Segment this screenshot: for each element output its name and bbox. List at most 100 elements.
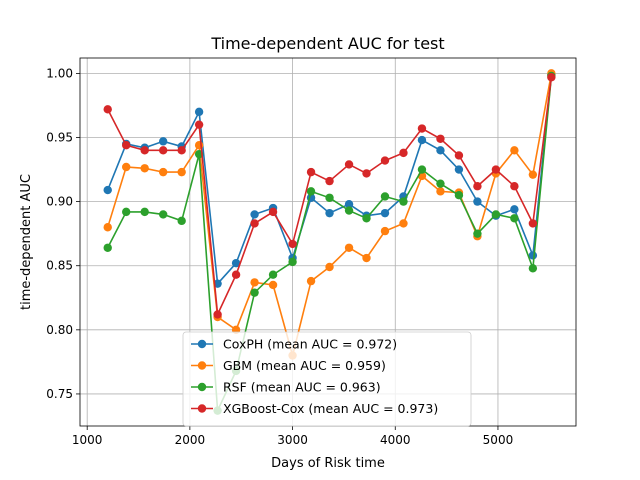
data-point-xgboost-cox [454,151,464,160]
data-point-gbm [177,167,186,177]
data-point-coxph [473,197,482,206]
data-point-rsf [325,193,334,202]
data-point-xgboost-cox [436,134,445,143]
data-point-rsf [103,243,112,252]
y-tick-label: 0.80 [46,323,73,337]
data-point-rsf [417,165,427,174]
legend-item-coxph: CoxPH (mean AUC = 0.972) [191,337,397,352]
data-point-coxph [344,199,354,209]
legend: CoxPH (mean AUC = 0.972) GBM (mean AUC = … [182,331,472,427]
legend-swatch-marker [197,404,207,413]
data-point-rsf [528,264,538,273]
data-point-xgboost-cox [344,160,354,169]
data-point-xgboost-cox [362,169,371,178]
data-point-xgboost-cox [213,310,222,319]
y-tick-label: 0.90 [46,195,73,209]
data-point-rsf [140,207,149,217]
data-point-coxph [158,137,168,146]
data-point-xgboost-cox [491,165,501,174]
data-point-gbm [306,276,316,286]
data-point-xgboost-cox [268,207,278,217]
legend-swatch-marker [197,339,207,349]
data-point-gbm [344,243,354,252]
data-point-xgboost-cox [122,140,131,150]
data-point-gbm [362,253,371,263]
data-point-rsf [344,206,354,215]
data-point-xgboost-cox [250,219,259,228]
data-point-xgboost-cox [510,182,519,191]
y-axis-label: time-dependent AUC [19,174,34,310]
data-point-coxph [510,205,519,214]
data-point-gbm [380,226,390,236]
data-point-gbm [250,278,259,287]
data-point-rsf [177,216,186,226]
legend-label: CoxPH (mean AUC = 0.972) [223,337,397,352]
data-point-coxph [417,135,427,145]
data-point-coxph [231,258,241,268]
y-tick-label: 0.95 [46,130,73,144]
x-tick-label: 3000 [277,433,308,447]
data-point-xgboost-cox [194,120,204,129]
data-point-xgboost-cox [528,219,538,228]
series-layer [103,69,556,415]
data-point-xgboost-cox [306,167,316,177]
data-point-xgboost-cox [288,239,297,249]
data-point-rsf [510,214,519,223]
legend-item-rsf: RSF (mean AUC = 0.963) [191,380,381,395]
x-axis: 1000 2000 3000 4000 5000 [72,426,513,447]
data-point-rsf [362,214,371,223]
y-axis: 0.75 0.80 0.85 0.90 0.95 1.00 [46,66,80,401]
data-point-rsf [158,210,168,219]
y-tick-label: 0.85 [46,259,73,273]
data-point-rsf [122,207,131,217]
data-point-gbm [325,262,334,272]
legend-swatch-marker [197,361,207,370]
series-xgboost-cox [103,73,556,319]
data-point-xgboost-cox [380,156,390,165]
data-point-gbm [103,223,112,232]
y-tick-label: 0.75 [46,387,73,401]
y-tick-label: 1.00 [46,66,73,80]
legend-label: XGBoost-Cox (mean AUC = 0.973) [223,401,438,416]
data-point-gbm [140,164,149,173]
data-point-rsf [250,288,259,297]
data-point-rsf [306,187,316,196]
data-point-xgboost-cox [417,124,427,133]
data-point-rsf [380,192,390,201]
data-point-gbm [510,146,519,155]
x-tick-label: 1000 [72,433,103,447]
data-point-coxph [454,165,464,174]
x-axis-label: Days of Risk time [271,456,385,471]
legend-item-xgboost-cox: XGBoost-Cox (mean AUC = 0.973) [191,401,438,416]
data-point-gbm [122,162,131,172]
data-point-xgboost-cox [473,182,482,191]
chart-title: Time-dependent AUC for test [210,34,444,53]
data-point-gbm [436,187,445,196]
data-point-xgboost-cox [547,73,556,82]
data-point-coxph [436,146,445,155]
data-point-xgboost-cox [231,270,241,279]
data-point-gbm [528,170,538,179]
legend-swatch-marker [197,382,207,392]
data-point-rsf [268,270,278,279]
legend-item-gbm: GBM (mean AUC = 0.959) [191,358,386,373]
data-point-xgboost-cox [158,146,168,155]
data-point-gbm [268,280,278,290]
data-point-rsf [473,229,482,238]
x-tick-label: 5000 [483,433,514,447]
data-point-xgboost-cox [177,146,186,155]
data-point-coxph [194,107,204,117]
data-point-coxph [250,210,259,219]
data-point-gbm [158,167,168,177]
data-point-rsf [436,179,445,188]
x-tick-label: 4000 [380,433,411,447]
data-point-gbm [399,219,408,228]
data-point-coxph [103,185,112,195]
data-point-coxph [325,208,334,218]
data-point-xgboost-cox [399,148,408,158]
data-point-rsf [288,257,297,267]
data-point-rsf [491,210,501,219]
data-point-xgboost-cox [140,146,149,155]
data-point-rsf [399,197,408,206]
